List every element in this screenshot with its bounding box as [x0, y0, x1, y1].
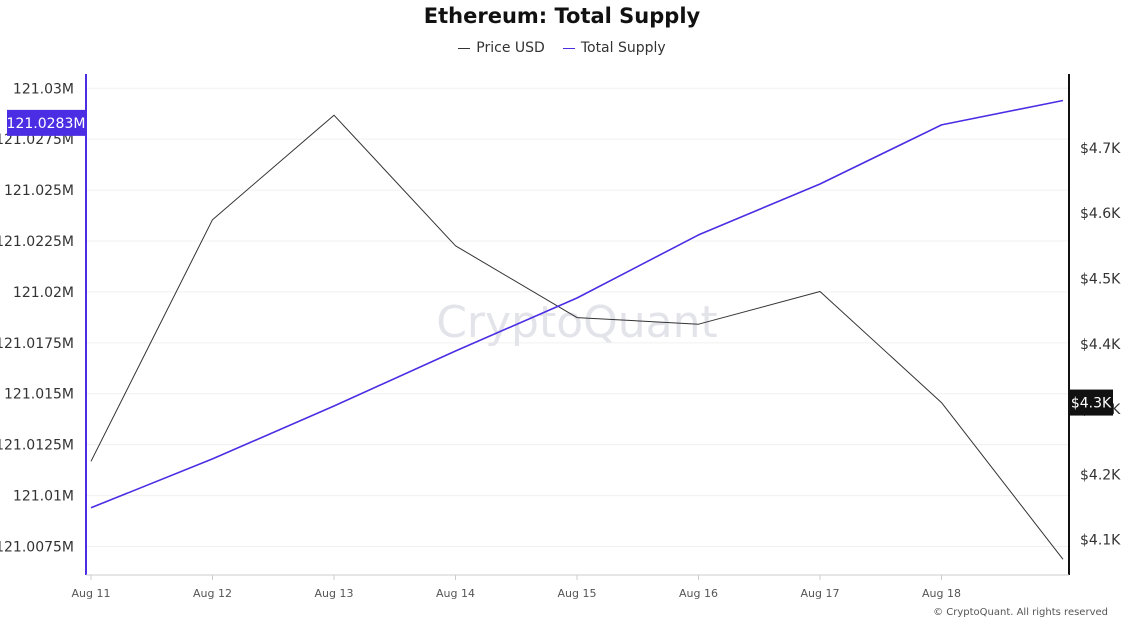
y-right-tick-label: $4.6K — [1080, 206, 1121, 222]
chart-title: Ethereum: Total Supply — [423, 4, 701, 28]
legend-swatch-supply — [562, 47, 575, 49]
y-left-tick-label: 121.0225M — [0, 234, 74, 250]
y-left-tick-label: 121.015M — [4, 387, 74, 403]
x-tick-label: Aug 15 — [558, 587, 597, 600]
y-right-tick-label: $4.1K — [1080, 533, 1121, 549]
y-left-tick-label: 121.01M — [13, 489, 74, 505]
y-right-tick-label: $4.5K — [1080, 271, 1121, 287]
current-supply-badge — [7, 109, 86, 136]
x-tick-label: Aug 13 — [315, 587, 354, 600]
legend-label-price: Price USD — [476, 40, 545, 56]
y-right-tick-label: $4.7K — [1080, 141, 1121, 157]
y-right-tick-label: $4.2K — [1080, 467, 1121, 483]
legend-label-supply: Total Supply — [580, 40, 666, 56]
x-tick-label: Aug 16 — [679, 587, 718, 600]
current-supply-label: 121.0283M — [7, 116, 86, 132]
legend: Price USD Total Supply — [0, 40, 1124, 56]
y-left-tick-label: 121.0275M — [0, 132, 74, 148]
y-left-tick-label: 121.0075M — [0, 539, 74, 555]
x-tick-label: Aug 17 — [801, 587, 840, 600]
legend-swatch-price — [458, 47, 471, 49]
y-left-tick-label: 121.025M — [4, 183, 74, 199]
current-price-label: $4.3K — [1071, 396, 1112, 412]
current-price-badge — [1069, 389, 1113, 416]
x-tick-label: Aug 11 — [72, 587, 111, 600]
y-left-tick-label: 121.02M — [13, 285, 74, 301]
price-usd-line — [90, 114, 1064, 560]
x-tick-label: Aug 12 — [193, 587, 232, 600]
y-left-tick-label: 121.0175M — [0, 336, 74, 352]
y-left-tick-label: 121.0125M — [0, 438, 74, 454]
y-right-tick-label: $4.4K — [1080, 337, 1121, 353]
x-tick-label: Aug 18 — [922, 587, 961, 600]
legend-item-supply[interactable]: Total Supply — [562, 40, 666, 56]
y-left-tick-label: 121.03M — [13, 81, 74, 97]
legend-item-price[interactable]: Price USD — [458, 40, 545, 56]
total-supply-line — [90, 99, 1064, 509]
copyright-footer: © CryptoQuant. All rights reserved — [933, 607, 1108, 618]
x-tick-label: Aug 14 — [436, 587, 475, 600]
